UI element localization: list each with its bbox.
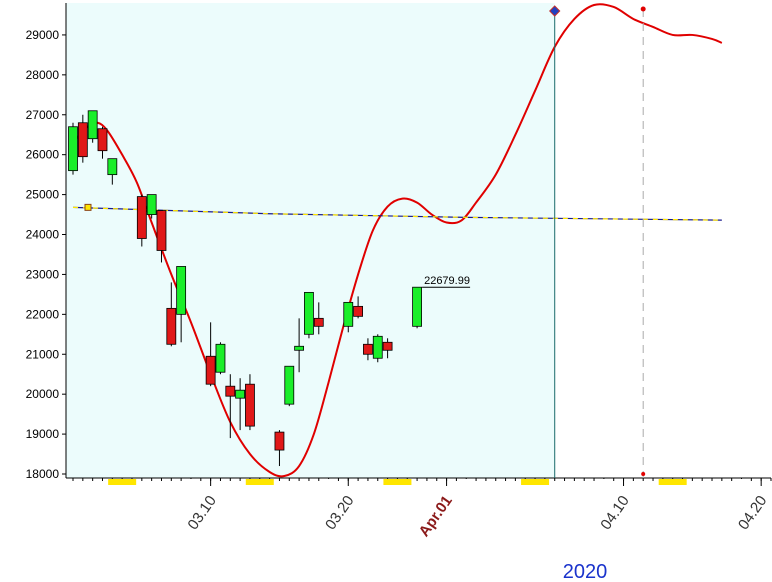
candle-body — [284, 365, 295, 405]
candle-body — [382, 341, 393, 351]
candle-body — [146, 194, 157, 215]
y-axis-ticks: 18000 19000 20000 21000 22000 23000 24000 25000… — [26, 28, 66, 481]
candle-body — [166, 307, 177, 345]
y-tick-label: 21000 — [26, 347, 60, 361]
y-tick-label: 19000 — [26, 427, 60, 441]
candle-body — [372, 335, 383, 359]
y-tick-label: 27000 — [26, 108, 60, 122]
y-tick-label: 26000 — [26, 148, 60, 162]
candle-body — [205, 355, 216, 385]
candle-body — [176, 266, 187, 315]
candle-body — [68, 126, 78, 172]
forecast-peak-base-marker — [641, 472, 646, 476]
candle-body — [215, 343, 226, 373]
y-tick-label: 20000 — [26, 387, 60, 401]
week-marker — [658, 479, 687, 485]
y-tick-label: 29000 — [26, 28, 60, 42]
candle-body — [294, 345, 305, 351]
candle-body — [274, 431, 285, 451]
candle-body — [304, 291, 314, 335]
candle-body — [245, 383, 255, 427]
week-marker-gap — [739, 479, 744, 485]
candle-body — [313, 317, 324, 327]
week-marker-gap — [326, 479, 331, 485]
candle-body — [97, 128, 108, 152]
forecast-peak-marker — [640, 6, 646, 12]
week-marker — [521, 479, 550, 485]
year-label: 2020 — [563, 561, 608, 582]
candles — [68, 110, 422, 467]
candle-body — [363, 343, 373, 355]
week-marker-gap — [464, 479, 469, 485]
candle-body — [87, 110, 98, 140]
candle-body — [235, 389, 246, 399]
candle-body — [225, 385, 236, 397]
week-marker-gap — [188, 479, 193, 485]
week-marker — [245, 479, 274, 485]
candle-body — [77, 122, 88, 158]
week-marker — [108, 479, 137, 485]
y-tick-label: 18000 — [26, 467, 60, 481]
week-marker — [383, 479, 412, 485]
last-price-label: 22679.99 — [424, 275, 470, 287]
forecast-markers: 22679.99 — [422, 5, 646, 478]
week-marker-gap — [601, 479, 606, 485]
candle-body — [353, 305, 363, 317]
candle-body — [156, 210, 167, 251]
candle-body — [343, 301, 354, 327]
forecast-start-diamond — [549, 5, 561, 17]
x-axis-week-markers — [72, 478, 772, 485]
trend-line-dash — [72, 206, 722, 221]
y-tick-label: 24000 — [26, 228, 60, 242]
y-tick-label: 28000 — [26, 68, 60, 82]
trend-line-marker — [84, 203, 92, 211]
candle-body — [107, 158, 118, 176]
candle-body — [136, 196, 147, 239]
candle-body — [412, 286, 422, 327]
history-shaded-area — [66, 3, 555, 478]
y-tick-label: 22000 — [26, 307, 60, 321]
y-tick-label: 23000 — [26, 267, 60, 281]
y-tick-label: 25000 — [26, 188, 60, 202]
